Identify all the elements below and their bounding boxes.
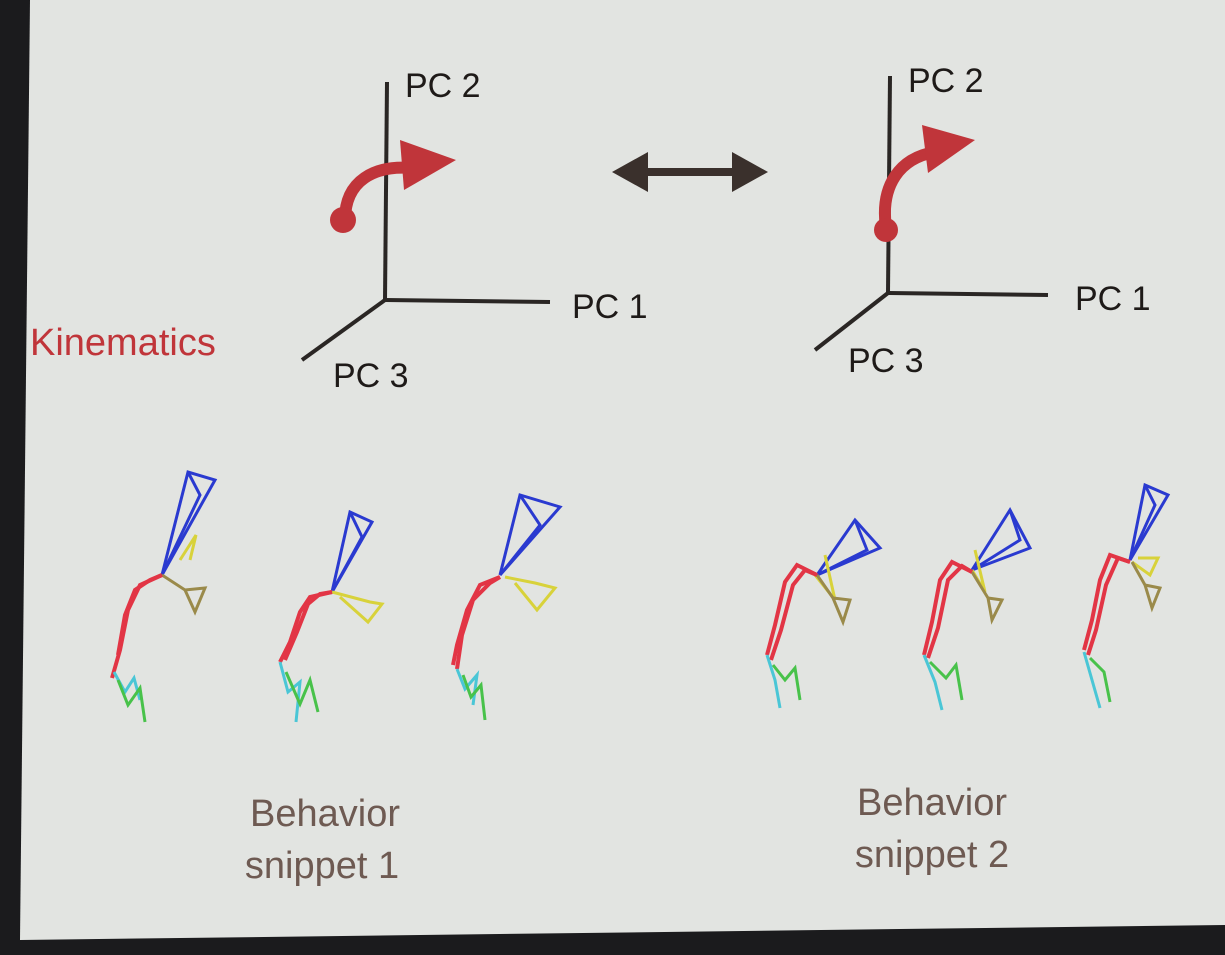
skeleton-figure — [922, 507, 1033, 711]
skeleton-figure — [110, 470, 218, 723]
pc-plot-2-label-y: PC 2 — [908, 62, 984, 100]
skeleton-figure — [278, 509, 385, 723]
pc-plot-1-axis-y — [383, 81, 389, 301]
pc-plot-1-axis-z — [300, 298, 387, 362]
pc-plot-1-trajectory-start-dot — [330, 207, 356, 233]
pc-plot-2-trajectory-start-dot — [874, 218, 898, 242]
pc-plot-1-trajectory-arrowhead — [400, 140, 456, 190]
pc-plot-1-trajectory — [330, 140, 456, 233]
kinematics-label: Kinematics — [30, 322, 216, 364]
pc-plot-1-label-z: PC 3 — [333, 357, 409, 395]
double-arrow-left-head — [612, 152, 648, 192]
pc-plot-2-axis-z — [813, 291, 890, 352]
pc-plot-1-axis-x — [384, 298, 551, 304]
snippet-1-caption-line1: Behavior — [250, 793, 400, 835]
pc-plot-1-label-x: PC 1 — [572, 288, 648, 326]
pc-plot-2-trajectory — [874, 125, 975, 242]
pc-plot-1-axes — [300, 81, 551, 362]
snippet-1-caption-line2: snippet 1 — [245, 845, 399, 887]
double-arrow-right-head — [732, 152, 768, 192]
snippet-2-skeletons — [765, 482, 1171, 711]
pc-plot-2-label-z: PC 3 — [848, 342, 924, 380]
pc-plot-2: PC 2 PC 1 PC 3 — [813, 62, 1151, 380]
pc-plot-2-axis-x — [887, 291, 1049, 297]
pc-plot-1-label-y: PC 2 — [405, 67, 481, 105]
skeleton-figure — [1082, 482, 1171, 709]
snippet-2-caption-line2: snippet 2 — [855, 834, 1009, 876]
slide-background — [20, 0, 1225, 940]
double-arrow — [612, 152, 768, 192]
snippet-1-skeletons — [110, 470, 563, 723]
skeleton-figure — [765, 517, 883, 709]
pc-plot-2-trajectory-curve — [879, 146, 941, 234]
pc-plot-2-label-x: PC 1 — [1075, 280, 1151, 318]
pc-plot-2-trajectory-arrowhead — [922, 125, 975, 173]
pc-plot-1: PC 2 PC 1 PC 3 — [300, 67, 648, 395]
skeleton-figure — [451, 493, 563, 721]
snippet-2-caption-line1: Behavior — [857, 782, 1007, 824]
